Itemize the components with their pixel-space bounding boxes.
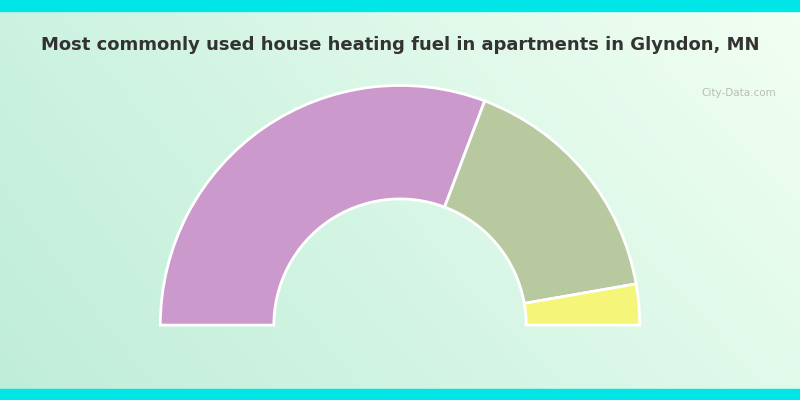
Wedge shape bbox=[160, 86, 485, 325]
Text: City-Data.com: City-Data.com bbox=[702, 88, 776, 98]
Wedge shape bbox=[445, 101, 636, 304]
Wedge shape bbox=[524, 284, 640, 325]
Bar bbox=[0, 0, 800, 11]
Text: Most commonly used house heating fuel in apartments in Glyndon, MN: Most commonly used house heating fuel in… bbox=[41, 36, 759, 54]
Bar bbox=[0, 389, 800, 400]
